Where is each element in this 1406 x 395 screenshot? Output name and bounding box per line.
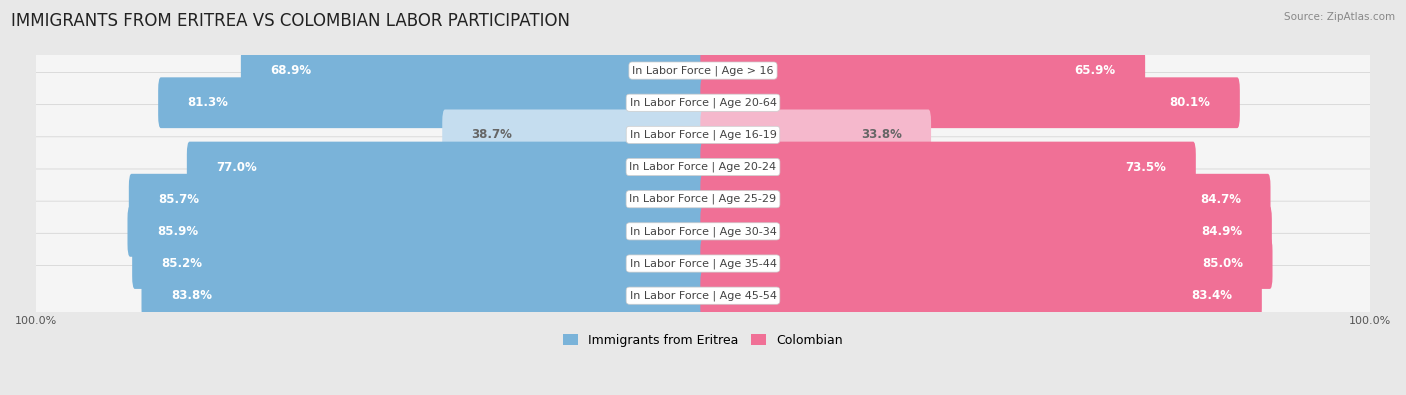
FancyBboxPatch shape bbox=[128, 206, 706, 257]
Text: 84.7%: 84.7% bbox=[1201, 193, 1241, 206]
Text: 85.2%: 85.2% bbox=[162, 257, 202, 270]
Text: 84.9%: 84.9% bbox=[1201, 225, 1243, 238]
Text: Source: ZipAtlas.com: Source: ZipAtlas.com bbox=[1284, 12, 1395, 22]
FancyBboxPatch shape bbox=[32, 40, 1374, 101]
FancyBboxPatch shape bbox=[187, 142, 706, 192]
Text: 38.7%: 38.7% bbox=[471, 128, 512, 141]
Text: In Labor Force | Age 20-24: In Labor Force | Age 20-24 bbox=[630, 162, 776, 172]
FancyBboxPatch shape bbox=[240, 45, 706, 96]
FancyBboxPatch shape bbox=[443, 109, 706, 160]
Text: In Labor Force | Age 45-54: In Labor Force | Age 45-54 bbox=[630, 290, 776, 301]
FancyBboxPatch shape bbox=[32, 73, 1374, 133]
Text: IMMIGRANTS FROM ERITREA VS COLOMBIAN LABOR PARTICIPATION: IMMIGRANTS FROM ERITREA VS COLOMBIAN LAB… bbox=[11, 12, 571, 30]
FancyBboxPatch shape bbox=[32, 201, 1374, 261]
Text: In Labor Force | Age 20-64: In Labor Force | Age 20-64 bbox=[630, 98, 776, 108]
Text: 68.9%: 68.9% bbox=[270, 64, 311, 77]
FancyBboxPatch shape bbox=[142, 270, 706, 321]
Text: 81.3%: 81.3% bbox=[187, 96, 228, 109]
FancyBboxPatch shape bbox=[132, 238, 706, 289]
Text: In Labor Force | Age 35-44: In Labor Force | Age 35-44 bbox=[630, 258, 776, 269]
Text: 73.5%: 73.5% bbox=[1126, 160, 1167, 173]
FancyBboxPatch shape bbox=[32, 265, 1374, 326]
FancyBboxPatch shape bbox=[32, 105, 1374, 165]
FancyBboxPatch shape bbox=[700, 238, 1272, 289]
Text: 85.0%: 85.0% bbox=[1202, 257, 1243, 270]
Text: 83.4%: 83.4% bbox=[1191, 289, 1233, 302]
Text: In Labor Force | Age > 16: In Labor Force | Age > 16 bbox=[633, 65, 773, 76]
FancyBboxPatch shape bbox=[157, 77, 706, 128]
Text: 65.9%: 65.9% bbox=[1074, 64, 1116, 77]
FancyBboxPatch shape bbox=[700, 174, 1271, 225]
Text: 33.8%: 33.8% bbox=[860, 128, 901, 141]
Text: 85.7%: 85.7% bbox=[157, 193, 200, 206]
FancyBboxPatch shape bbox=[700, 109, 931, 160]
Text: In Labor Force | Age 16-19: In Labor Force | Age 16-19 bbox=[630, 130, 776, 140]
FancyBboxPatch shape bbox=[700, 142, 1197, 192]
Text: In Labor Force | Age 30-34: In Labor Force | Age 30-34 bbox=[630, 226, 776, 237]
FancyBboxPatch shape bbox=[32, 169, 1374, 229]
FancyBboxPatch shape bbox=[700, 206, 1272, 257]
FancyBboxPatch shape bbox=[700, 270, 1261, 321]
FancyBboxPatch shape bbox=[700, 77, 1240, 128]
Text: 80.1%: 80.1% bbox=[1170, 96, 1211, 109]
FancyBboxPatch shape bbox=[32, 233, 1374, 294]
Text: In Labor Force | Age 25-29: In Labor Force | Age 25-29 bbox=[630, 194, 776, 205]
FancyBboxPatch shape bbox=[32, 137, 1374, 197]
FancyBboxPatch shape bbox=[129, 174, 706, 225]
Legend: Immigrants from Eritrea, Colombian: Immigrants from Eritrea, Colombian bbox=[558, 329, 848, 352]
FancyBboxPatch shape bbox=[700, 45, 1144, 96]
Text: 85.9%: 85.9% bbox=[157, 225, 198, 238]
Text: 77.0%: 77.0% bbox=[217, 160, 257, 173]
Text: 83.8%: 83.8% bbox=[172, 289, 212, 302]
